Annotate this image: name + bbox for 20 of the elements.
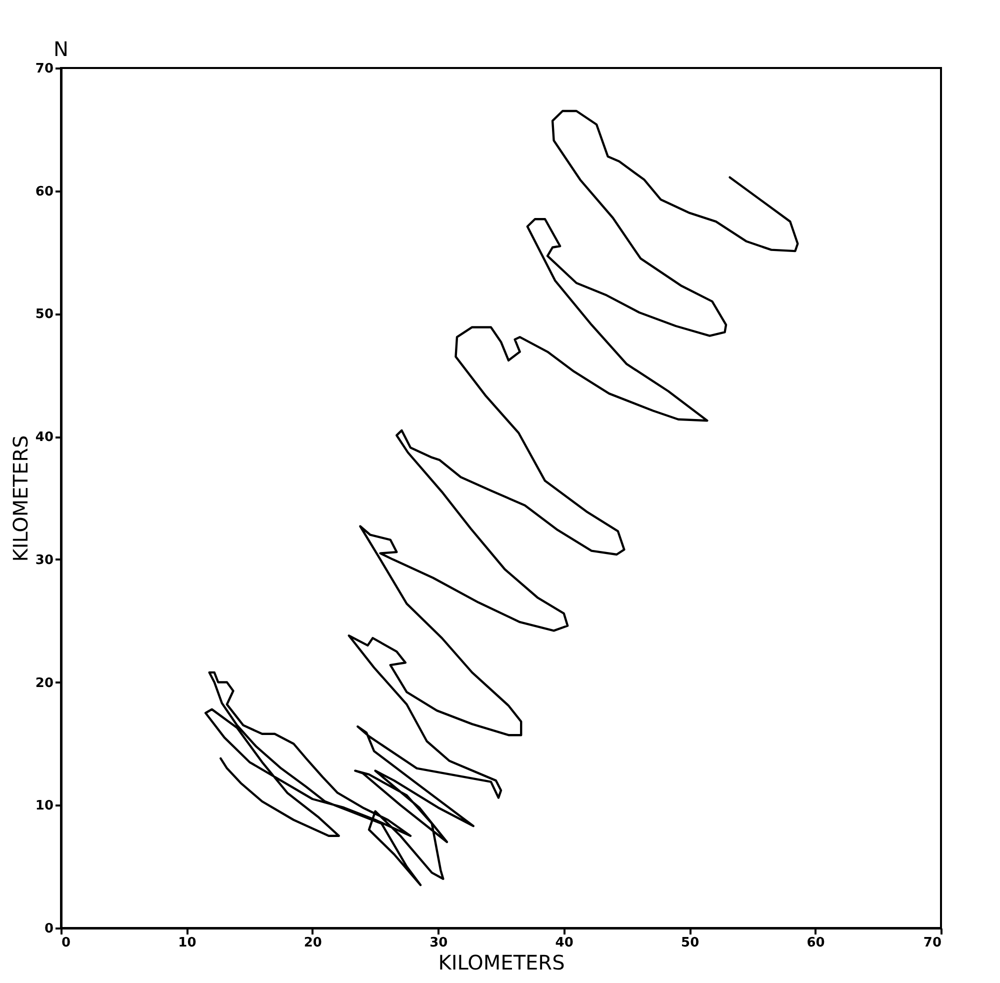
line-series <box>204 110 799 886</box>
y-tick-label: 10 <box>35 798 54 814</box>
x-tick-label: 70 <box>923 936 942 950</box>
x-tick-label: 0 <box>62 936 71 950</box>
x-tick-label: 50 <box>681 936 700 950</box>
y-tick-label: 60 <box>35 184 54 200</box>
y-tick-label: 0 <box>44 922 54 936</box>
text: N <box>54 37 68 61</box>
x-tick-label: 10 <box>178 936 196 950</box>
y-axis-title: KILOMETERS <box>8 435 32 562</box>
x-tick-label: 30 <box>430 936 448 950</box>
y-tick-label: 20 <box>35 676 54 691</box>
x-tick-label: 20 <box>304 936 322 950</box>
y-tick-label: 30 <box>35 552 54 568</box>
x-tick-label: 40 <box>555 936 574 950</box>
y-tick-label: 40 <box>35 430 54 446</box>
y-tick-label: 50 <box>35 307 54 322</box>
x-axis-title: KILOMETERS <box>438 950 565 974</box>
y-tick-label: 70 <box>35 62 54 76</box>
x-tick-label: 60 <box>806 936 825 950</box>
